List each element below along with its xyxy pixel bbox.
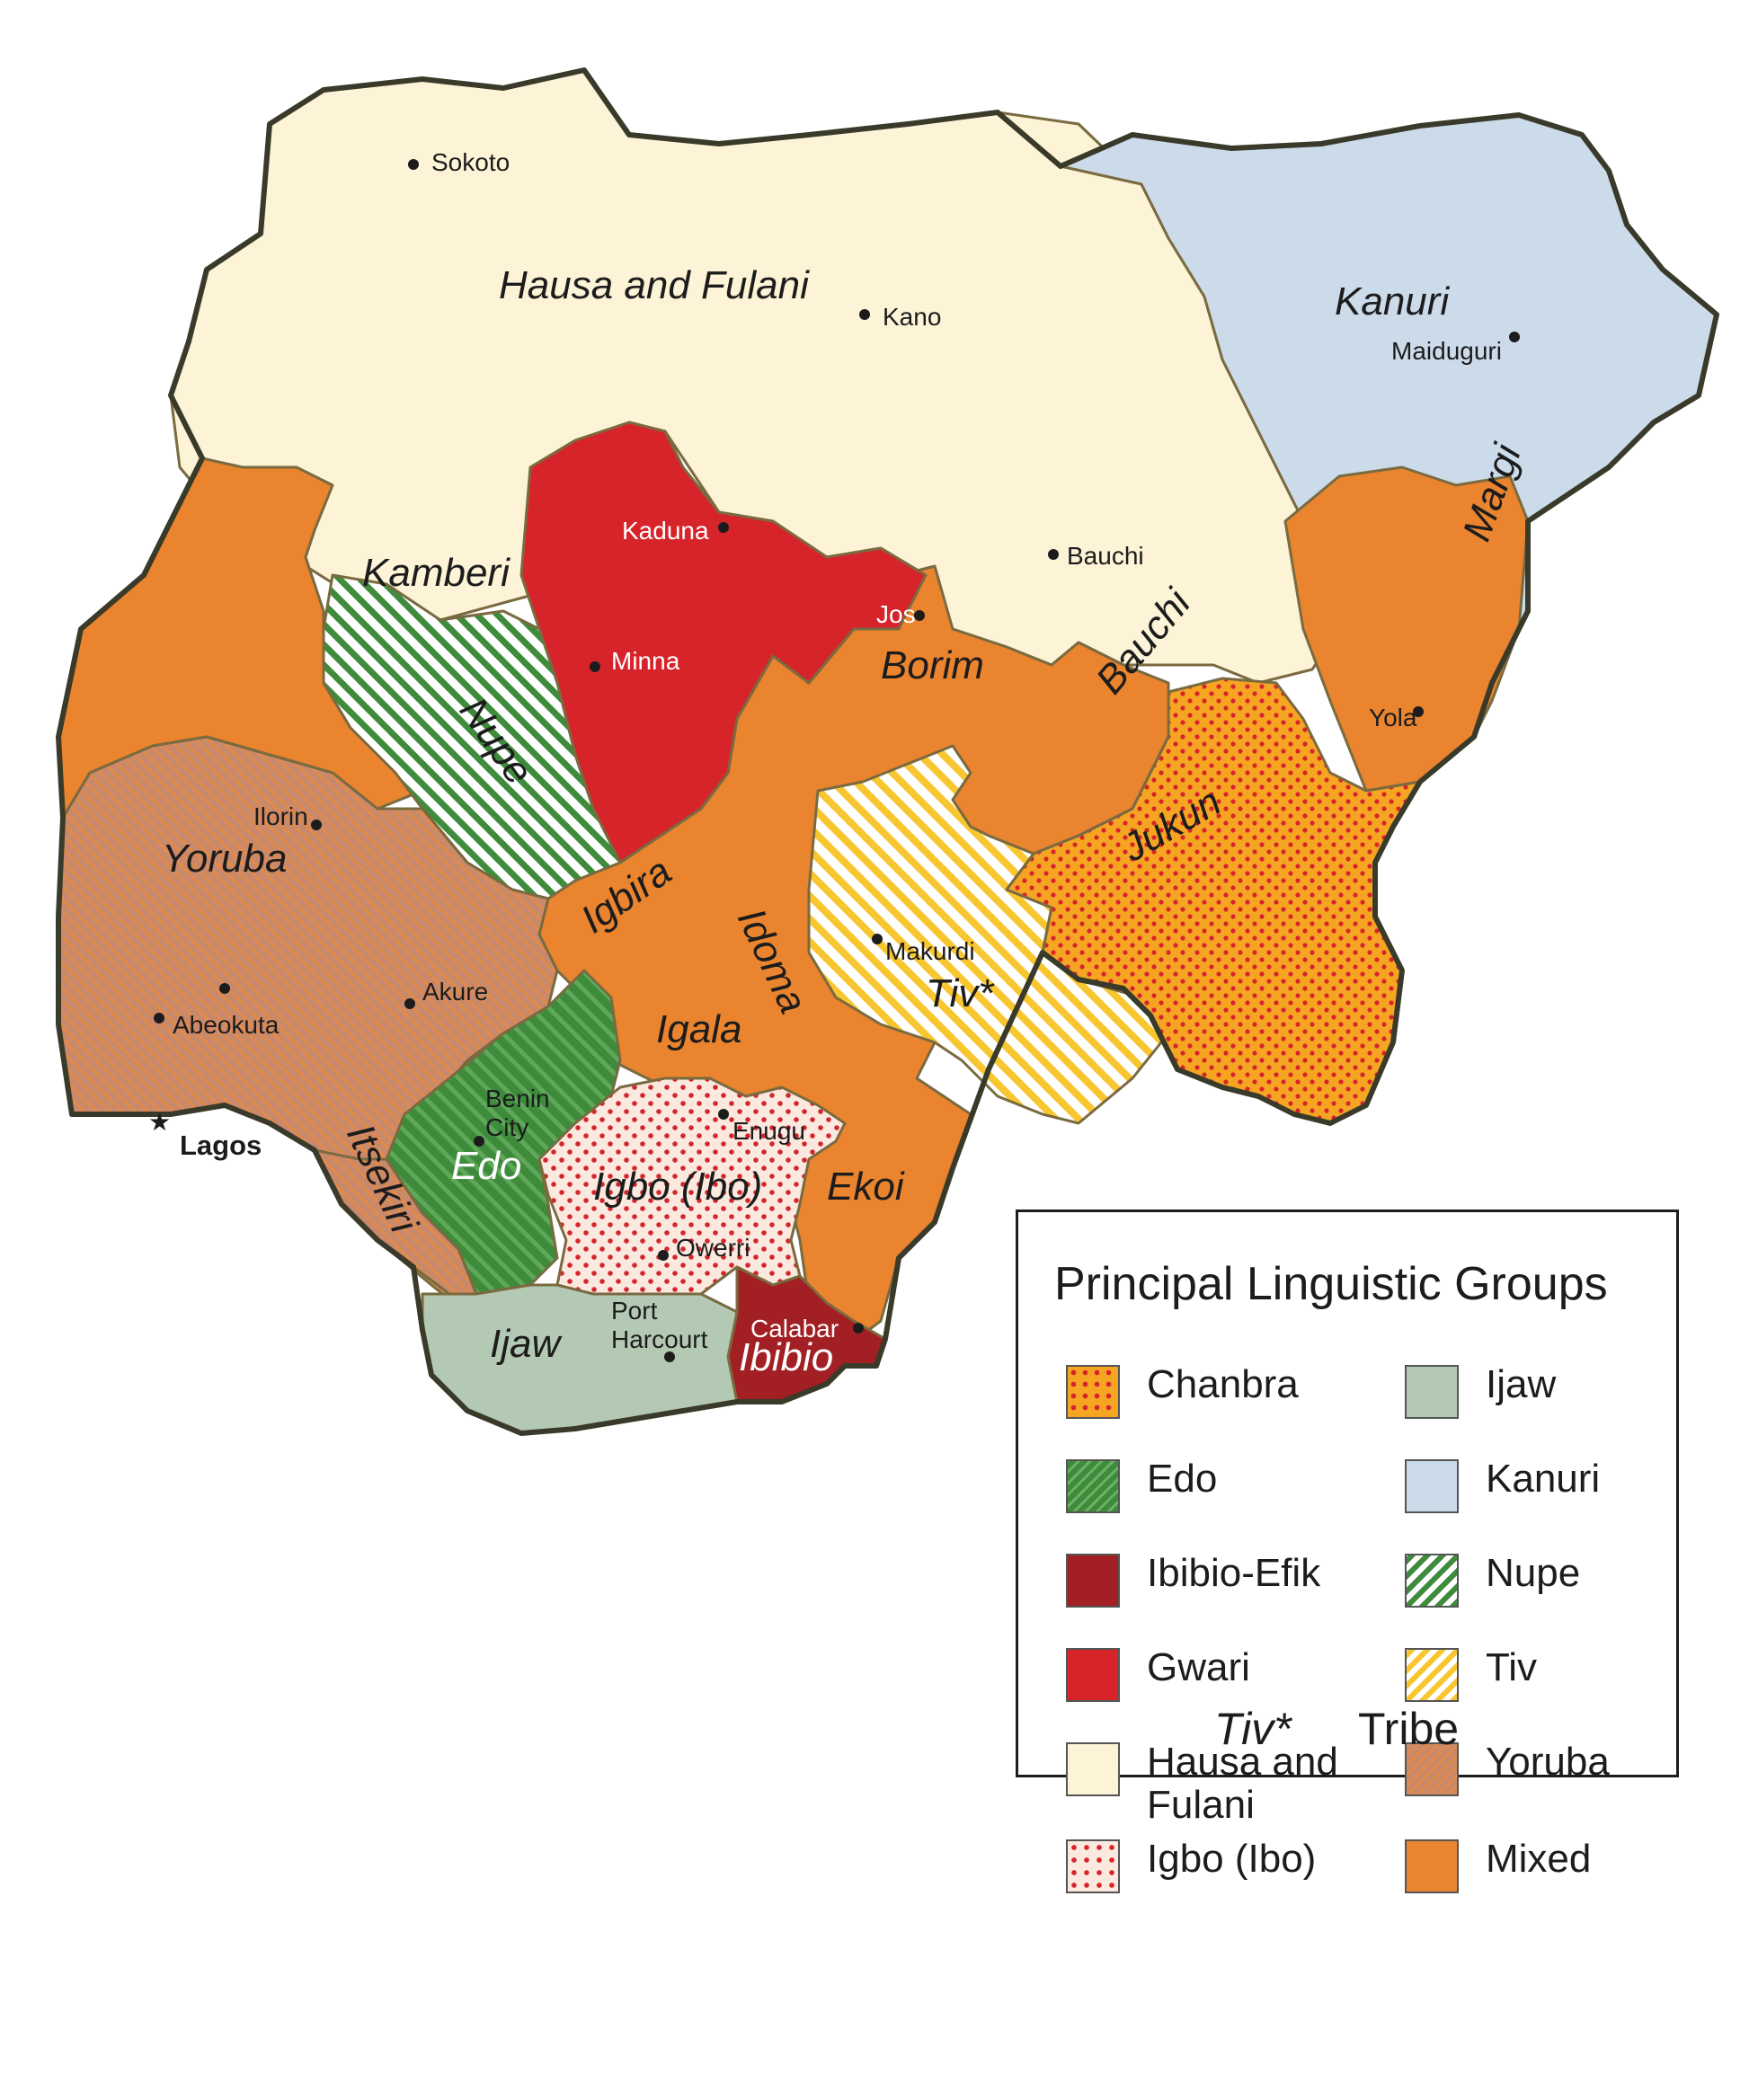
region-mixed-east <box>1283 465 1530 793</box>
legend-swatch-kanuri <box>1405 1459 1459 1513</box>
city-label-kaduna: Kaduna <box>622 517 709 545</box>
tribe-label-edo: Edo <box>451 1144 521 1188</box>
city-dot-kano <box>859 309 870 320</box>
city-label-benin-line1: Benin <box>485 1085 550 1112</box>
legend-item-igbo: Igbo (Ibo) <box>1066 1838 1354 1893</box>
legend-label-kanuri: Kanuri <box>1486 1457 1601 1501</box>
legend-title: Principal Linguistic Groups <box>1054 1258 1608 1310</box>
city-dot-minna <box>590 661 600 672</box>
city-dot-port-harcourt <box>664 1351 675 1362</box>
legend-item-yoruba: Yoruba <box>1405 1741 1692 1796</box>
legend-item-kanuri: Kanuri <box>1405 1458 1692 1513</box>
city-label-ilorin: Ilorin <box>253 802 308 830</box>
tribe-label-ijaw: Ijaw <box>490 1322 563 1366</box>
legend-item-gwari: Gwari <box>1066 1646 1354 1702</box>
tribe-label-ekoi: Ekoi <box>827 1165 905 1209</box>
capital-star-icon: ★ <box>148 1108 171 1136</box>
legend-label-gwari: Gwari <box>1147 1645 1250 1689</box>
legend-item-chanbra: Chanbra <box>1066 1363 1354 1419</box>
legend-item-nupe: Nupe <box>1405 1552 1692 1608</box>
city-dot-sokoto <box>408 159 419 170</box>
legend-swatch-igbo <box>1066 1839 1120 1893</box>
city-label-yola: Yola <box>1369 704 1417 731</box>
legend-label-hausa-fulani: Hausa and Fulani <box>1147 1740 1338 1827</box>
tribe-label-kanuri: Kanuri <box>1335 279 1450 323</box>
legend-label-chanbra: Chanbra <box>1147 1362 1299 1406</box>
legend-swatch-ibibio-efik <box>1066 1554 1120 1608</box>
city-dot-jos <box>914 610 925 621</box>
city-dot-ilorin <box>311 820 322 830</box>
legend-swatch-hausa-fulani <box>1066 1742 1120 1796</box>
legend-swatch-edo <box>1066 1459 1120 1513</box>
legend-item-hausa-fulani: Hausa and Fulani <box>1066 1741 1354 1827</box>
tribe-label-kamberi: Kamberi <box>362 551 511 595</box>
legend-tribe-label: Tribe <box>1358 1704 1460 1754</box>
tribe-label-ibibio: Ibibio <box>739 1335 833 1379</box>
city-label-maiduguri: Maiduguri <box>1391 337 1502 365</box>
city-label-calabar: Calabar <box>750 1315 839 1342</box>
tribe-label-borim: Borim <box>881 643 984 687</box>
legend-label-igbo: Igbo (Ibo) <box>1147 1837 1317 1881</box>
legend-label-yoruba: Yoruba <box>1486 1740 1610 1784</box>
legend-tribe-example: Tiv* <box>1214 1704 1292 1754</box>
country-border <box>56 67 1719 1436</box>
city-dot-maiduguri <box>1509 332 1520 342</box>
tribe-label-igbo: Igbo (Ibo) <box>593 1165 762 1209</box>
city-dot-akure <box>404 998 415 1009</box>
tribe-label-hausa: Hausa and Fulani <box>499 263 810 307</box>
city-dot-abeokuta <box>154 1013 164 1023</box>
city-label-akure: Akure <box>422 978 488 1006</box>
tribe-label-igala: Igala <box>656 1007 741 1051</box>
region-nupe <box>322 573 622 900</box>
city-label-port-line1: Port <box>611 1297 658 1325</box>
legend-item-tiv: Tiv <box>1405 1646 1692 1702</box>
legend-swatch-nupe <box>1405 1554 1459 1608</box>
legend-label-tiv: Tiv <box>1486 1645 1538 1689</box>
city-dot-yola <box>1413 706 1424 717</box>
city-label-bauchi: Bauchi <box>1067 542 1144 570</box>
legend-label-mixed: Mixed <box>1486 1837 1592 1881</box>
region-edo <box>385 969 622 1296</box>
city-dot-makurdi <box>872 934 883 944</box>
legend-swatch-chanbra <box>1066 1365 1120 1419</box>
city-dot-bauchi <box>1048 549 1059 560</box>
city-dot-enugu <box>718 1109 729 1120</box>
city-dot-benin-city <box>474 1136 484 1147</box>
legend-item-ijaw: Ijaw <box>1405 1363 1692 1419</box>
city-dot-kaduna <box>718 522 729 533</box>
city-label-enugu: Enugu <box>732 1117 805 1145</box>
legend-item-mixed: Mixed <box>1405 1838 1692 1893</box>
city-label-makurdi: Makurdi <box>885 937 975 965</box>
city-label-sokoto: Sokoto <box>431 148 510 176</box>
city-label-abeokuta: Abeokuta <box>173 1011 280 1039</box>
tribe-label-yoruba: Yoruba <box>162 837 287 881</box>
legend: Principal Linguistic Groups Chanbra Edo … <box>1016 1209 1679 1893</box>
city-label-owerri: Owerri <box>676 1234 750 1262</box>
legend-label-nupe: Nupe <box>1486 1551 1581 1595</box>
legend-item-ibibio-efik: Ibibio-Efik <box>1066 1552 1354 1608</box>
city-label-port-line2: Harcourt <box>611 1325 708 1353</box>
legend-label-edo: Edo <box>1147 1457 1218 1501</box>
legend-swatch-ijaw <box>1405 1365 1459 1419</box>
legend-label-ibibio-efik: Ibibio-Efik <box>1147 1551 1321 1595</box>
city-label-minna: Minna <box>611 647 680 675</box>
city-label-jos: Jos <box>876 600 916 628</box>
city-dot-oyo <box>219 983 230 994</box>
city-label-lagos: Lagos <box>180 1130 262 1161</box>
city-dot-calabar <box>853 1323 864 1334</box>
tribe-label-tiv: Tiv* <box>926 971 995 1015</box>
legend-swatch-gwari <box>1066 1648 1120 1702</box>
legend-label-ijaw: Ijaw <box>1486 1362 1557 1406</box>
legend-swatch-mixed <box>1405 1839 1459 1893</box>
city-label-benin-line2: City <box>485 1113 528 1141</box>
city-dot-owerri <box>658 1250 669 1261</box>
legend-swatch-yoruba <box>1405 1742 1459 1796</box>
legend-swatch-tiv <box>1405 1648 1459 1702</box>
legend-item-edo: Edo <box>1066 1458 1354 1513</box>
city-label-kano: Kano <box>883 303 941 331</box>
